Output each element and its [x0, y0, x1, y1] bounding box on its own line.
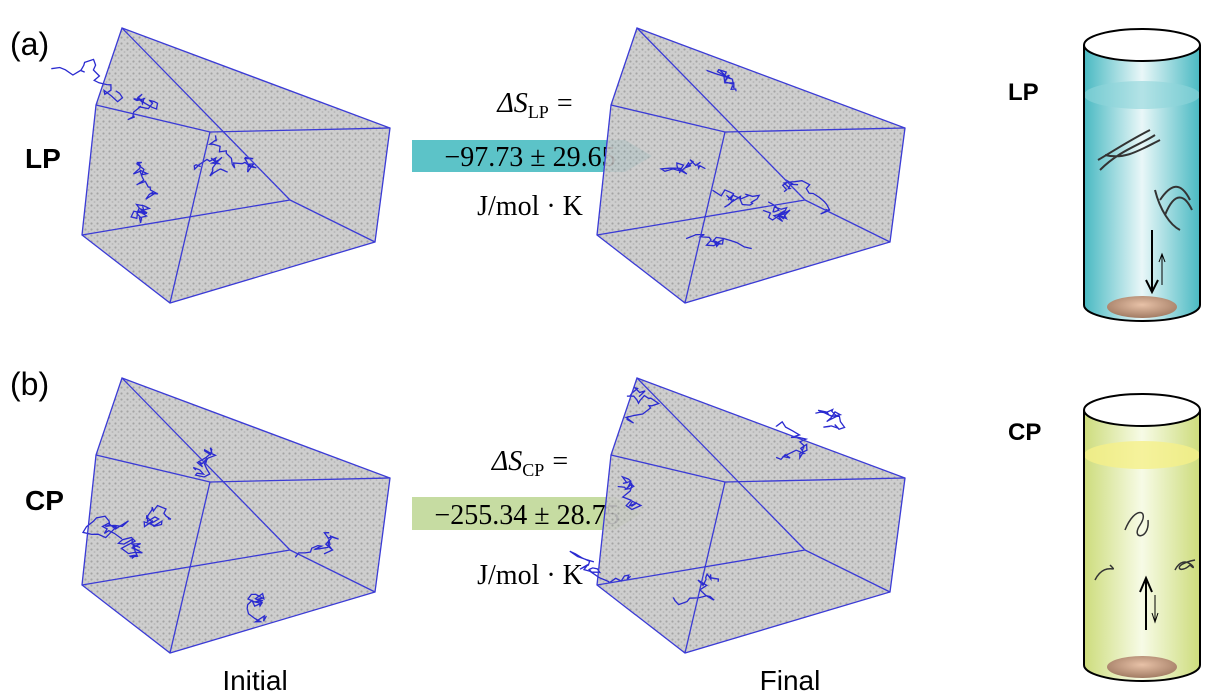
vessel-label: LP	[1008, 79, 1039, 106]
simulation-box	[570, 378, 905, 653]
box-fill	[597, 378, 905, 653]
column-label: Final	[760, 665, 821, 696]
box-fill	[597, 28, 905, 303]
simulation-box	[51, 28, 390, 303]
subscript: CP	[522, 460, 544, 480]
vessel	[1084, 394, 1200, 681]
column-label: Initial	[222, 665, 287, 696]
entropy-value: −255.34 ± 28.75	[434, 500, 619, 531]
delta-symbol: ΔS	[496, 88, 527, 119]
figure: (a) (b) LP CP ΔSLP= −97.73 ± 29.65 J/mol…	[0, 0, 1224, 700]
polymer-chain	[815, 410, 844, 430]
panel-label: (a)	[10, 26, 49, 62]
unit: J/mol · K	[477, 191, 583, 222]
delta-symbol: ΔS	[491, 446, 522, 477]
equals: =	[552, 446, 568, 477]
sample-label: LP	[25, 143, 61, 174]
sample-label: CP	[25, 485, 64, 516]
simulation-box	[597, 28, 905, 303]
equation: ΔSLP =	[496, 88, 572, 122]
simulation-box	[82, 378, 390, 653]
equation: ΔSCP =	[491, 446, 568, 480]
panel-label: (b)	[10, 366, 49, 402]
page: (a) (b) LP CP ΔSLP= −97.73 ± 29.65 J/mol…	[0, 0, 1224, 700]
equals: =	[557, 88, 573, 119]
unit: J/mol · K	[477, 560, 583, 591]
vessel-label: CP	[1008, 419, 1041, 446]
entropy-value: −97.73 ± 29.65	[444, 142, 615, 173]
vessel	[1084, 29, 1200, 321]
subscript: LP	[528, 102, 549, 122]
box-fill	[82, 378, 390, 653]
box-fill	[82, 28, 390, 303]
